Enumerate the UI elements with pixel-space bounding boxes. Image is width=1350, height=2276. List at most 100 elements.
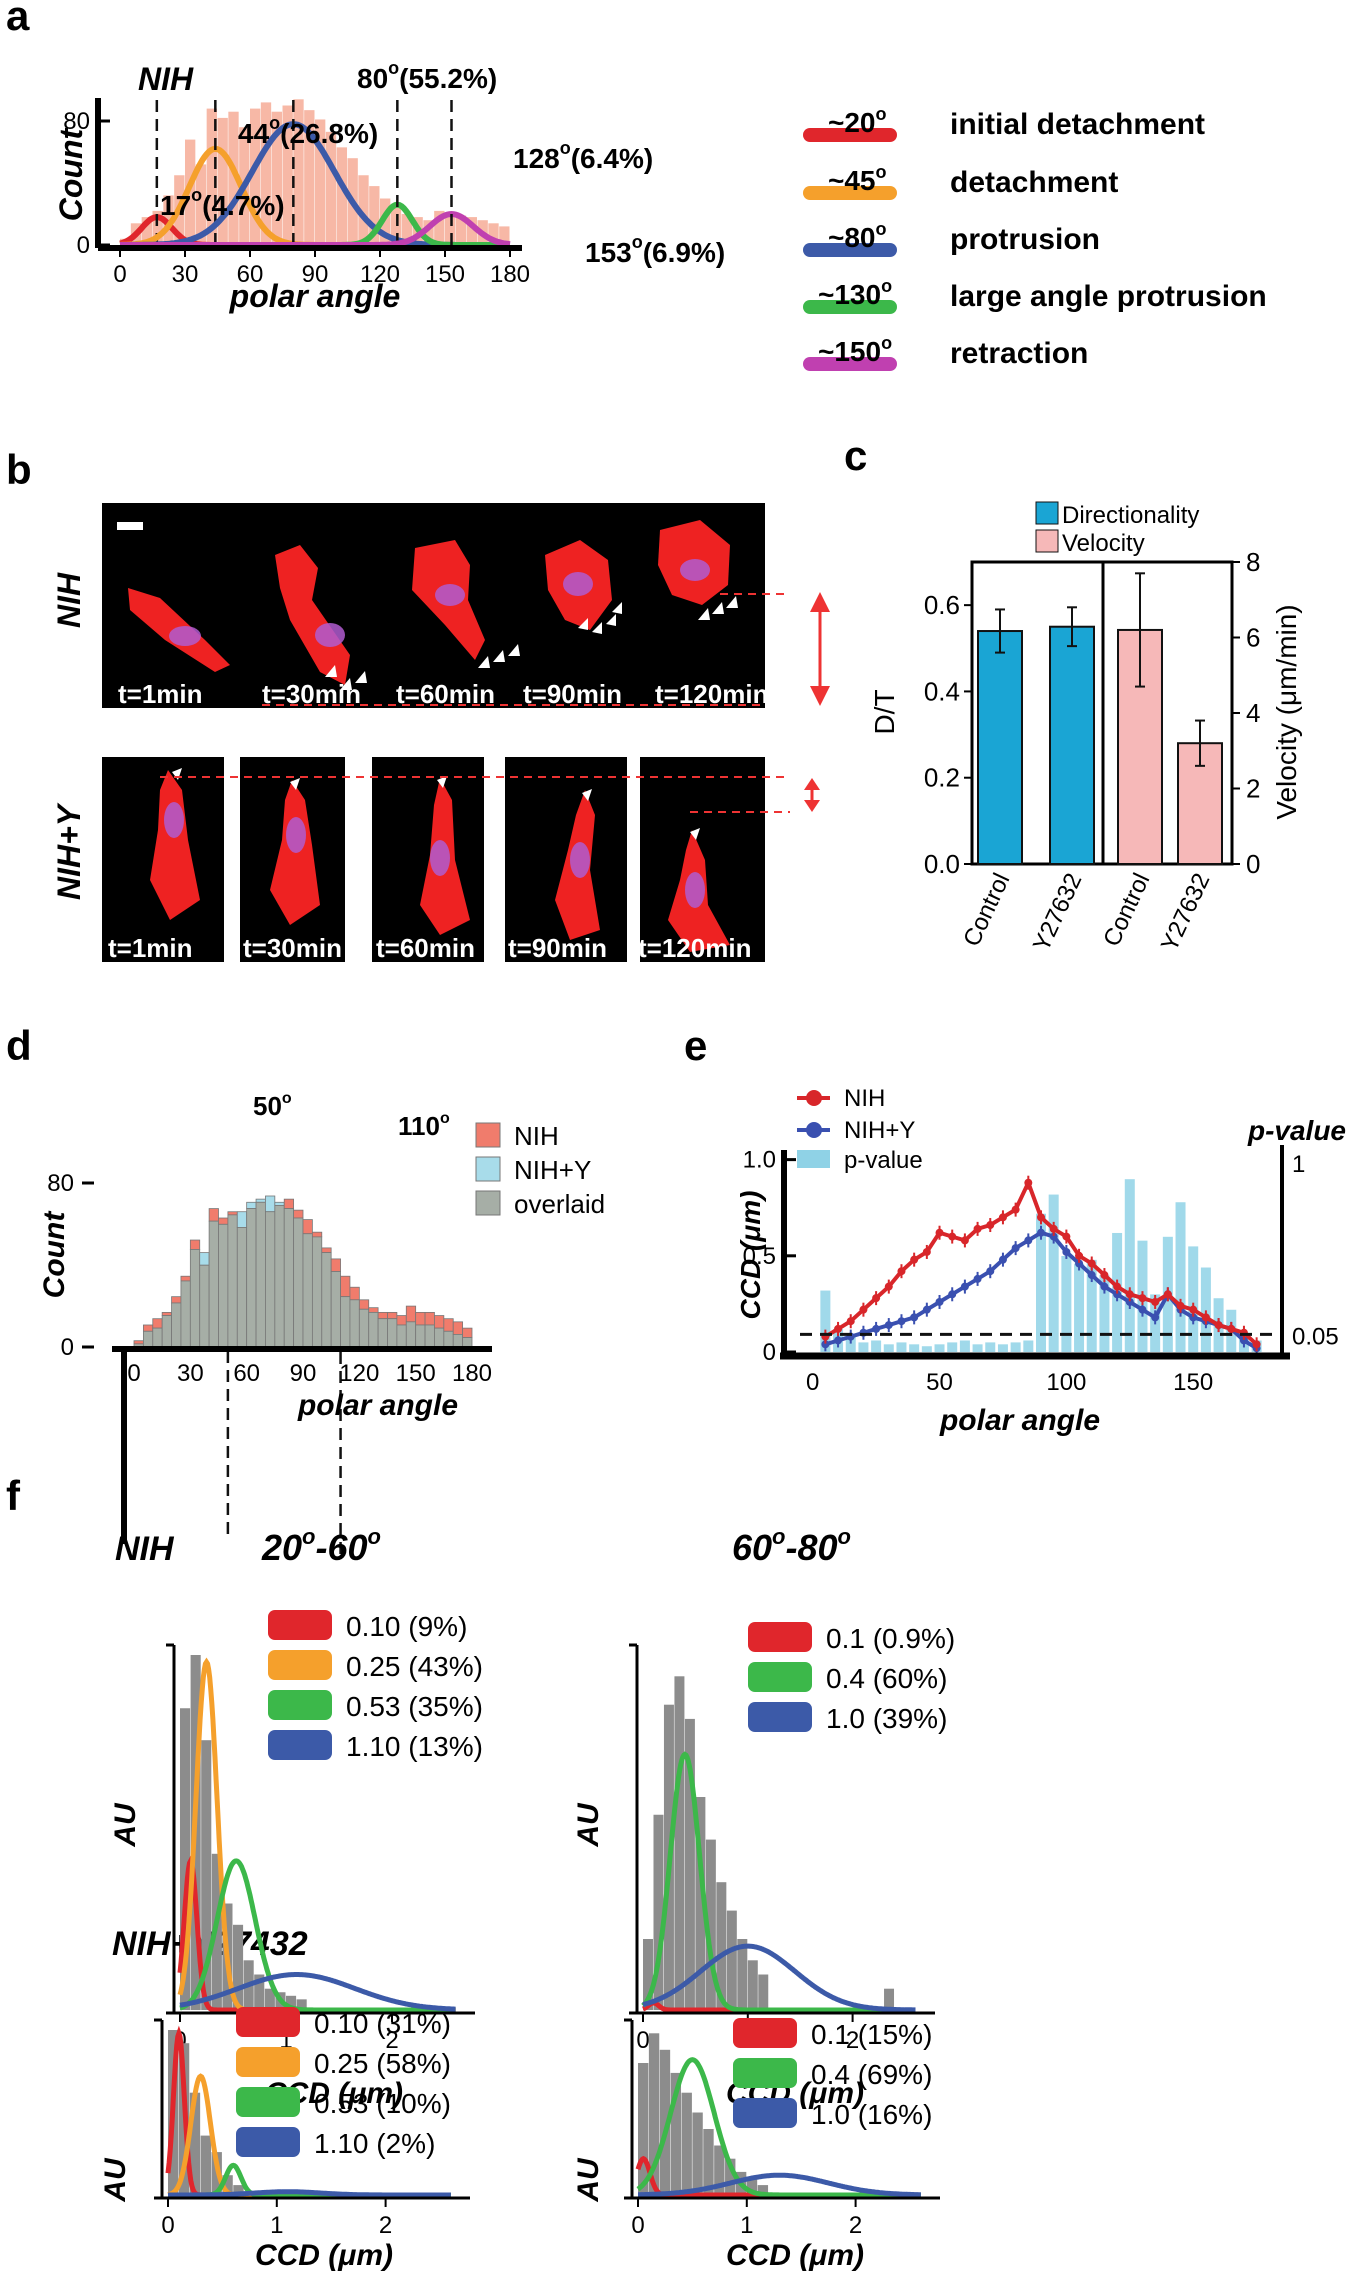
point-e	[1252, 1340, 1261, 1349]
nih-cell-1	[128, 588, 230, 672]
x-tick-label-a: 150	[425, 261, 465, 288]
x-tick-label-d: 120	[339, 1360, 379, 1387]
legend-swatch-f1	[268, 1610, 332, 1640]
panel-letter-f: f	[6, 1472, 21, 1519]
panel-letter-d: d	[6, 1022, 32, 1069]
hist-bar-a	[488, 223, 499, 245]
hist-bar-f3	[200, 2135, 212, 2195]
point-e	[1037, 1213, 1045, 1222]
fit-curve-f2	[642, 1943, 916, 2013]
x-tick-label-f2: 2	[846, 2027, 859, 2054]
hist-bar-f4	[714, 2145, 725, 2195]
y-tick-label-c-right: 2	[1246, 774, 1260, 804]
x-tick-label-f3: 1	[270, 2212, 283, 2239]
x-category-c: Control	[958, 869, 1015, 951]
point-e	[1075, 1259, 1084, 1268]
legend-a-item-130: ~130o large angle protrusion	[803, 276, 1267, 314]
hist-bar-d-overlaid	[311, 1236, 323, 1348]
nih-time-1: t=1min	[118, 679, 203, 709]
y-axis-title-f3: AU	[99, 2157, 132, 2203]
hist-bar-a	[195, 164, 207, 245]
anno-17: 17o(4.7%)	[160, 185, 285, 221]
legend-label-f3: 1.10 (2%)	[314, 2128, 435, 2159]
hist-bar-a	[206, 108, 217, 245]
hist-bar-d-overlaid	[227, 1214, 238, 1348]
point-e	[1214, 1321, 1223, 1330]
hist-bar-a	[217, 117, 228, 245]
nihy-time-3: t=60min	[376, 933, 475, 963]
point-e	[1176, 1301, 1185, 1310]
y-tick-label-c-right: 6	[1246, 623, 1260, 653]
point-e	[846, 1317, 855, 1326]
pvalue-bar-e	[1048, 1194, 1059, 1352]
hist-bar-d-overlaid	[255, 1201, 266, 1348]
legend-label-f2: 0.1 (0.9%)	[826, 1623, 955, 1654]
y-tick-label-d: 80	[47, 1170, 74, 1197]
point-e	[998, 1213, 1007, 1222]
point-e	[1024, 1236, 1033, 1245]
hist-bar-f1	[233, 1924, 244, 2010]
y-tick-label-e-right: 1	[1292, 1151, 1305, 1178]
hist-bar-d-nih	[227, 1211, 238, 1216]
x-tick-label-f4: 1	[740, 2212, 753, 2239]
point-e	[884, 1282, 893, 1291]
hist-bar-d-nih	[349, 1286, 360, 1301]
point-e	[1011, 1244, 1020, 1253]
point-e	[1049, 1232, 1058, 1241]
point-e	[935, 1297, 944, 1306]
legend-a-key: ~80o	[828, 219, 887, 253]
f-range-2: 60o-80o	[732, 1524, 851, 1568]
pvalue-bar-e	[947, 1342, 958, 1352]
bar-directionality	[1049, 625, 1095, 866]
hist-bar-d-nih	[302, 1219, 313, 1235]
point-e	[834, 1324, 843, 1333]
hist-bar-a	[185, 139, 196, 245]
hist-bar-f2	[674, 1676, 685, 2010]
legend-swatch-f1	[268, 1650, 332, 1680]
point-e	[1125, 1297, 1134, 1306]
pvalue-bar-e	[1074, 1263, 1085, 1352]
legend-label-f1: 0.25 (43%)	[346, 1651, 483, 1682]
y-axis-title-c-left: D/T	[869, 689, 900, 734]
hist-bar-d-nih	[321, 1247, 332, 1254]
hist-bar-d-overlaid	[199, 1264, 210, 1348]
nih-cell-5	[658, 520, 730, 605]
hist-bar-f2	[716, 1882, 727, 2010]
x-axis-title-d: polar angle	[297, 1389, 458, 1422]
pvalue-bar-e	[959, 1340, 970, 1352]
point-e	[973, 1224, 982, 1233]
hist-bar-f3	[233, 2185, 244, 2195]
point-e	[1151, 1313, 1160, 1322]
x-tick-label-a: 0	[113, 261, 126, 288]
hist-bar-d-nih	[377, 1311, 388, 1320]
y-tick-label-c-right: 4	[1246, 698, 1260, 728]
legend-swatch-f3	[236, 2127, 300, 2157]
hist-bar-d-nih	[330, 1258, 341, 1272]
x-tick-label-f3: 2	[379, 2212, 392, 2239]
point-e	[910, 1255, 919, 1264]
nihy-cells	[150, 770, 730, 952]
hist-bar-a	[336, 147, 347, 245]
point-e	[1087, 1259, 1096, 1268]
y-axis-title-a: Count	[53, 127, 89, 221]
hist-bar-a	[271, 111, 282, 245]
legend-label-f1: 1.10 (13%)	[346, 1731, 483, 1762]
hist-bar-d-overlaid	[152, 1327, 163, 1348]
hist-bar-f4	[670, 2072, 682, 2195]
panel-b-images: NIH t=1min t=30min t=60min t=90min t=120…	[51, 503, 830, 963]
fit-curve-f3	[168, 2189, 451, 2198]
legend-a-desc: initial detachment	[950, 108, 1205, 141]
scale-bar	[117, 522, 143, 530]
hist-bar-a	[401, 214, 412, 245]
y-tick-label-e: 0	[763, 1339, 776, 1366]
legend-c-swatch-velocity	[1035, 529, 1059, 553]
hist-bar-a	[152, 210, 163, 245]
hist-bar-d-nih	[452, 1321, 464, 1335]
hist-bar-d-nihy	[274, 1201, 285, 1206]
x-tick-label-d: 0	[127, 1360, 140, 1387]
point-e	[960, 1236, 969, 1245]
hist-bar-d-overlaid	[462, 1337, 473, 1348]
legend-a-item-150: ~150o retraction	[803, 333, 1088, 371]
